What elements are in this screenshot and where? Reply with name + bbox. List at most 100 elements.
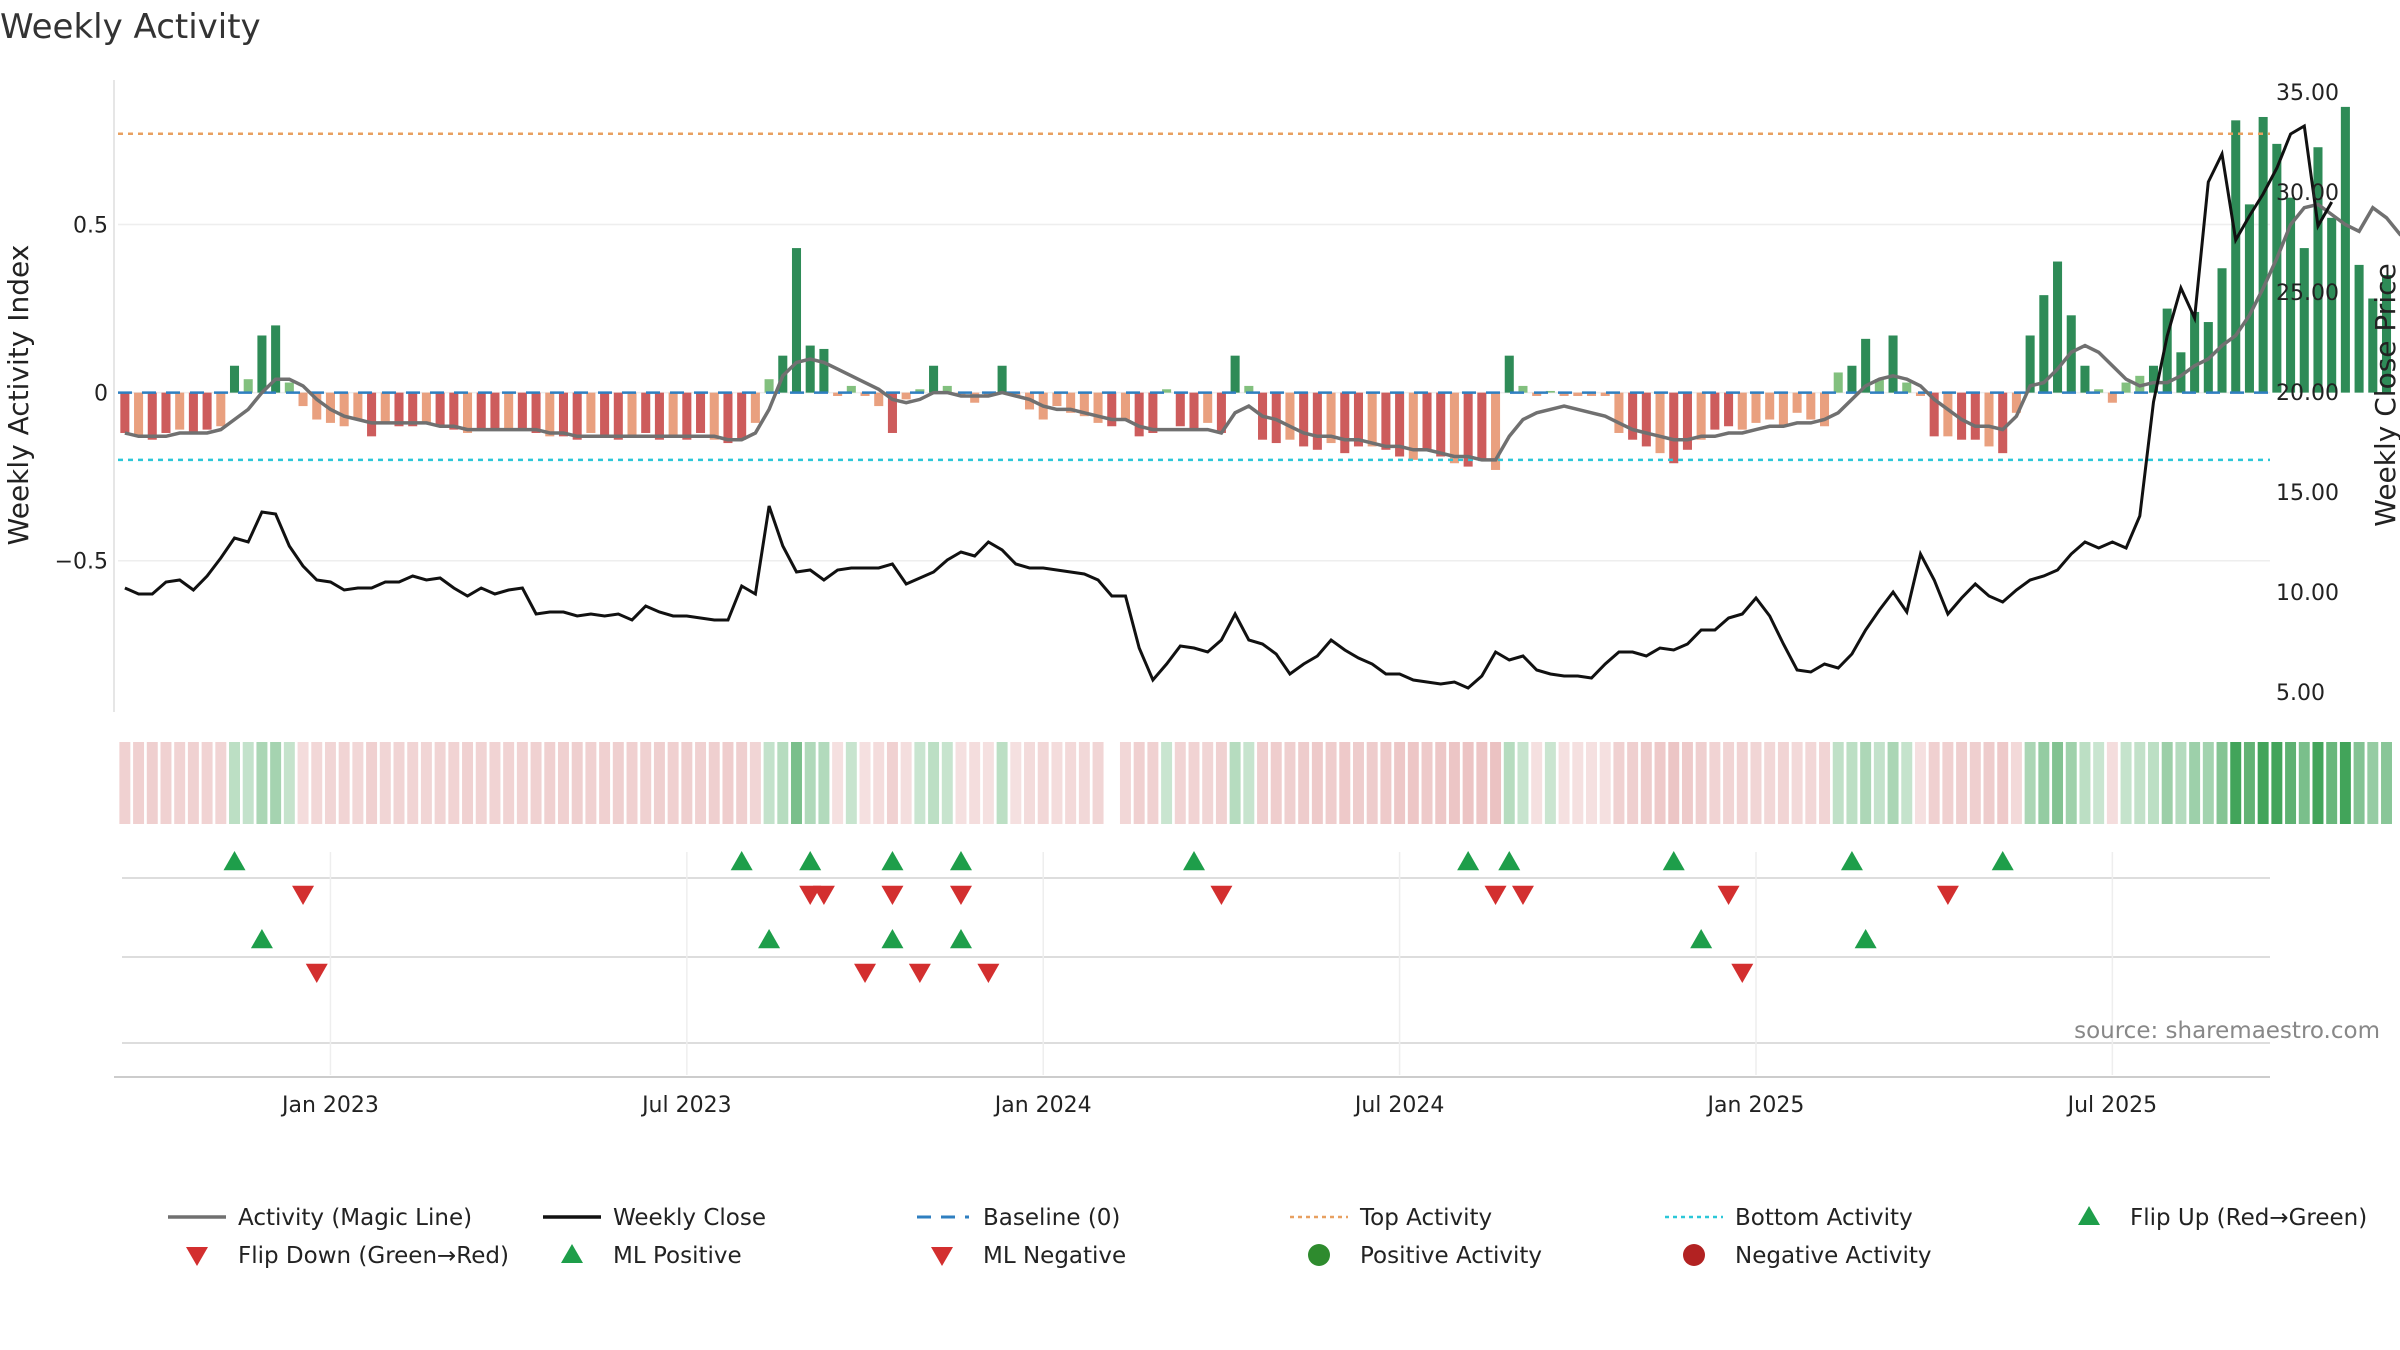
heat-strip-cell <box>2065 742 2077 824</box>
heat-strip-cell <box>1846 742 1858 824</box>
heat-strip-cell <box>2038 742 2050 824</box>
activity-bar <box>1449 392 1459 464</box>
activity-bar <box>1915 392 1925 396</box>
heat-strip-cell <box>955 742 967 824</box>
heat-strip-cell <box>1435 742 1447 824</box>
heat-strip-cell <box>804 742 816 824</box>
activity-bar <box>2244 204 2254 393</box>
flip-down-marker <box>1936 885 1959 905</box>
activity-bar <box>1943 392 1953 437</box>
flip-up-marker <box>223 851 246 871</box>
heat-strip-cell <box>146 742 158 824</box>
activity-bar <box>1326 392 1336 444</box>
flip-up-marker <box>799 851 822 871</box>
activity-bar <box>312 392 322 420</box>
activity-bar <box>833 392 843 396</box>
flip-up-marker <box>730 851 753 871</box>
heat-strip-cell <box>777 742 789 824</box>
heat-strip-cell <box>324 742 336 824</box>
heat-strip-cell <box>1065 742 1077 824</box>
source-credit: source: sharemaestro.com <box>2074 1018 2380 1044</box>
heat-strip-cell <box>873 742 885 824</box>
legend-label: Top Activity <box>1359 1205 1492 1231</box>
y-axis-left-label: Weekly Activity Index <box>2 245 35 546</box>
activity-bar <box>791 248 802 393</box>
legend-item: Negative Activity <box>1683 1243 1932 1269</box>
heat-strip-cell <box>229 742 240 824</box>
axes: 0.5 0 −0.5 35.00 30.00 25.00 20.00 15.00 10.00 5.… <box>55 80 2339 712</box>
activity-bar <box>1422 392 1432 450</box>
heat-strip-cell <box>352 742 364 824</box>
activity-bar <box>1203 392 1213 423</box>
heat-strip-cell <box>1654 742 1666 824</box>
activity-bar <box>2313 147 2323 393</box>
heat-strip-cell <box>886 742 898 824</box>
ml-negative-marker <box>305 963 328 983</box>
heat-strip-cell <box>1777 742 1789 824</box>
activity-bar <box>2011 392 2021 413</box>
heat-strip-cell <box>1750 742 1762 824</box>
heat-strip-cell <box>708 742 720 824</box>
activity-bar <box>394 392 404 427</box>
heat-strip-cell <box>585 742 597 824</box>
activity-bar <box>353 392 363 420</box>
activity-bar <box>1093 392 1103 423</box>
activity-bar <box>1340 392 1350 454</box>
activity-bar <box>1395 392 1405 457</box>
legend-label: Flip Down (Green→Red) <box>238 1243 509 1269</box>
activity-bar <box>1586 392 1597 396</box>
heat-strip-cell <box>2367 742 2379 824</box>
heat-strip-cell <box>1558 742 1570 824</box>
legend-swatch-triangle-down <box>931 1247 953 1266</box>
activity-bar <box>1148 392 1158 433</box>
activity-bar <box>271 325 281 393</box>
heat-strip-cell <box>256 742 268 824</box>
heat-strip-cell <box>283 742 295 824</box>
legend-item: Bottom Activity <box>1665 1205 1913 1231</box>
heat-strip-cell <box>2353 742 2365 824</box>
activity-bar <box>545 392 555 437</box>
heat-strip-cell <box>297 742 309 824</box>
activity-bar <box>1751 392 1761 423</box>
heat-strip-cell <box>1791 742 1803 824</box>
activity-bar <box>1353 392 1364 447</box>
activity-bar <box>1559 392 1569 396</box>
heat-strip-cell <box>2052 742 2064 824</box>
y-axis-right-label: Weekly Close Price <box>2369 263 2400 526</box>
heat-strip-cell <box>242 742 254 824</box>
heat-strip-cell <box>1215 742 1227 824</box>
heat-strip-cell <box>1819 742 1831 824</box>
heat-strip-cell <box>1736 742 1748 824</box>
heat-strip-cell <box>1462 742 1474 824</box>
heat-strip-cell <box>160 742 172 824</box>
heat-strip-cell <box>1586 742 1597 824</box>
ml-positive-marker <box>1690 929 1713 949</box>
heat-strip-cell <box>2010 742 2022 824</box>
heat-strip-cell <box>1119 742 1131 824</box>
activity-bar <box>874 392 884 407</box>
activity-bar <box>1162 389 1172 393</box>
heat-strip-cell <box>1709 742 1721 824</box>
activity-bar <box>1970 392 1980 440</box>
activity-bar <box>1614 392 1624 433</box>
activity-bar <box>257 335 267 393</box>
activity-bar <box>380 392 390 423</box>
activity-bar <box>1861 338 1871 393</box>
heat-strip-cell <box>1133 742 1145 824</box>
heat-strip-cell <box>859 742 871 824</box>
activity-bar <box>147 392 157 440</box>
heat-strip-cell <box>119 742 131 824</box>
heat-strip-cell <box>1544 742 1556 824</box>
right-tick-label: 20.00 <box>2276 381 2339 406</box>
legend-item: ML Negative <box>931 1243 1126 1269</box>
flip-up-marker <box>1183 851 1205 871</box>
activity-bar <box>2217 268 2227 393</box>
x-axis: Jan 2023 Jul 2023 Jan 2024 Jul 2024 Jan 2025… <box>114 1076 2270 1118</box>
activity-bar <box>1216 392 1226 433</box>
activity-bar <box>2286 197 2296 393</box>
activity-bar <box>2107 392 2117 403</box>
activity-bar <box>2121 382 2131 393</box>
flip-down-marker <box>1210 885 1233 905</box>
activity-bar <box>421 392 431 423</box>
activity-bar <box>188 392 198 433</box>
